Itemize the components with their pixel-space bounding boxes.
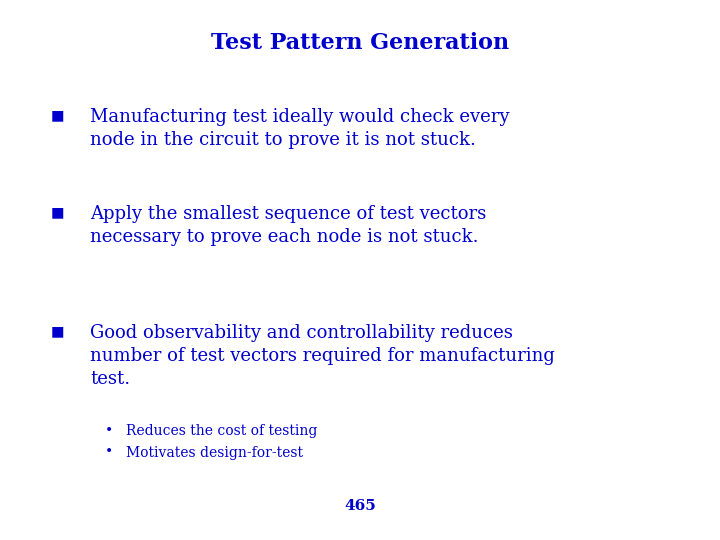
Text: Manufacturing test ideally would check every
node in the circuit to prove it is : Manufacturing test ideally would check e… — [90, 108, 510, 149]
Text: ■: ■ — [50, 205, 64, 219]
Text: 465: 465 — [344, 499, 376, 513]
Text: Test Pattern Generation: Test Pattern Generation — [211, 32, 509, 55]
Text: Good observability and controllability reduces
number of test vectors required f: Good observability and controllability r… — [90, 324, 555, 388]
Text: ■: ■ — [50, 324, 64, 338]
Text: Motivates design-for-test: Motivates design-for-test — [126, 446, 303, 460]
Text: ■: ■ — [50, 108, 64, 122]
Text: •: • — [104, 446, 112, 460]
Text: Reduces the cost of testing: Reduces the cost of testing — [126, 424, 318, 438]
Text: •: • — [104, 424, 112, 438]
Text: Apply the smallest sequence of test vectors
necessary to prove each node is not : Apply the smallest sequence of test vect… — [90, 205, 486, 246]
